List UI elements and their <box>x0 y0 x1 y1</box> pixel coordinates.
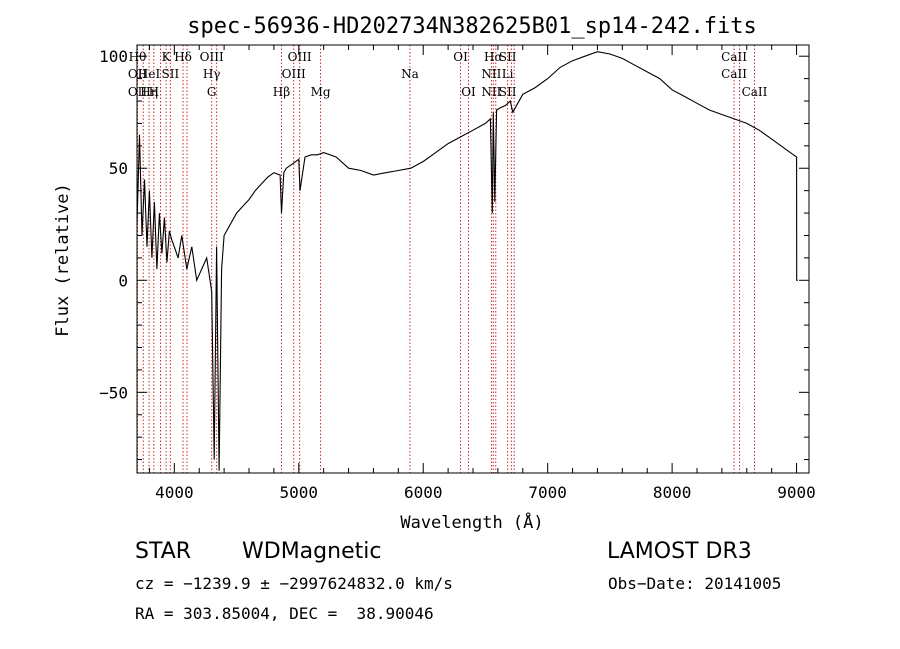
line-label-14-lower2: Mg <box>311 85 331 99</box>
object-class: STAR <box>135 539 192 564</box>
line-label-2-lower: HeI <box>138 67 161 81</box>
line-label-2-lower2: Hη <box>140 85 158 99</box>
x-tick-label-6000: 6000 <box>404 483 443 502</box>
line-label-12-lower: OIII <box>282 67 306 81</box>
line-label-17-lower2: OI <box>461 85 476 99</box>
y-tick-label--50: −50 <box>99 383 128 402</box>
radec-line: RA = 303.85004, DEC = 38.90046 <box>135 604 434 623</box>
line-label-16-upper: OI <box>453 50 468 64</box>
line-label-6-lower: SII <box>161 67 179 81</box>
y-axis-label: Flux (relative) <box>53 183 73 337</box>
line-label-21-upper: SII <box>499 50 517 64</box>
line-label-9-upper: OIII <box>200 50 224 64</box>
survey-name: LAMOST DR3 <box>607 539 752 564</box>
y-axis: −50 0 50 100 <box>99 47 809 461</box>
line-label-13-upper: OIII <box>288 50 312 64</box>
line-label-9-lower2: G <box>207 85 217 99</box>
line-label-21-lower: Li <box>502 67 514 81</box>
line-label-7-upper: Hδ <box>174 50 192 64</box>
line-label-11-lower2: Hβ <box>273 85 290 99</box>
line-label-9-lower: Hγ <box>203 67 221 81</box>
x-tick-label-5000: 5000 <box>280 483 319 502</box>
obs-date: Obs−Date: 20141005 <box>608 574 782 593</box>
chart-title: spec-56936-HD202734N382625B01_sp14-242.f… <box>187 14 757 39</box>
line-label-0-lower2: OII <box>128 85 148 99</box>
x-tick-label-8000: 8000 <box>653 483 692 502</box>
line-label-18-lower2: NII <box>481 85 501 99</box>
line-label-26-lower2: CaII <box>742 85 768 99</box>
line-label-24-upper: CaII <box>721 50 747 64</box>
x-tick-label-9000: 9000 <box>777 483 816 502</box>
redshift-line: cz = −1239.9 ± −2997624832.0 km/s <box>135 574 453 593</box>
line-label-3-lower2: H <box>149 85 159 99</box>
y-tick-label-0: 0 <box>118 271 128 290</box>
x-tick-label-7000: 7000 <box>528 483 567 502</box>
y-tick-label-50: 50 <box>109 159 128 178</box>
spectrum-line <box>136 51 798 471</box>
object-subclass: WDMagnetic <box>242 539 382 564</box>
line-label-21-lower2: SII <box>499 85 517 99</box>
y-tick-label-100: 100 <box>99 47 128 66</box>
x-axis: 4000 5000 6000 7000 8000 9000 <box>148 45 816 502</box>
line-label-24-lower: CaII <box>721 67 747 81</box>
line-label-5-upper: K <box>162 50 172 64</box>
line-label-0-lower: OII <box>128 67 148 81</box>
x-tick-label-4000: 4000 <box>155 483 194 502</box>
line-label-18-lower: NII <box>481 67 501 81</box>
line-markers <box>136 45 755 473</box>
line-label-19-upper: Hα <box>484 50 503 64</box>
x-axis-label: Wavelength (Å) <box>400 511 543 533</box>
line-label-15-lower: Na <box>401 67 419 81</box>
